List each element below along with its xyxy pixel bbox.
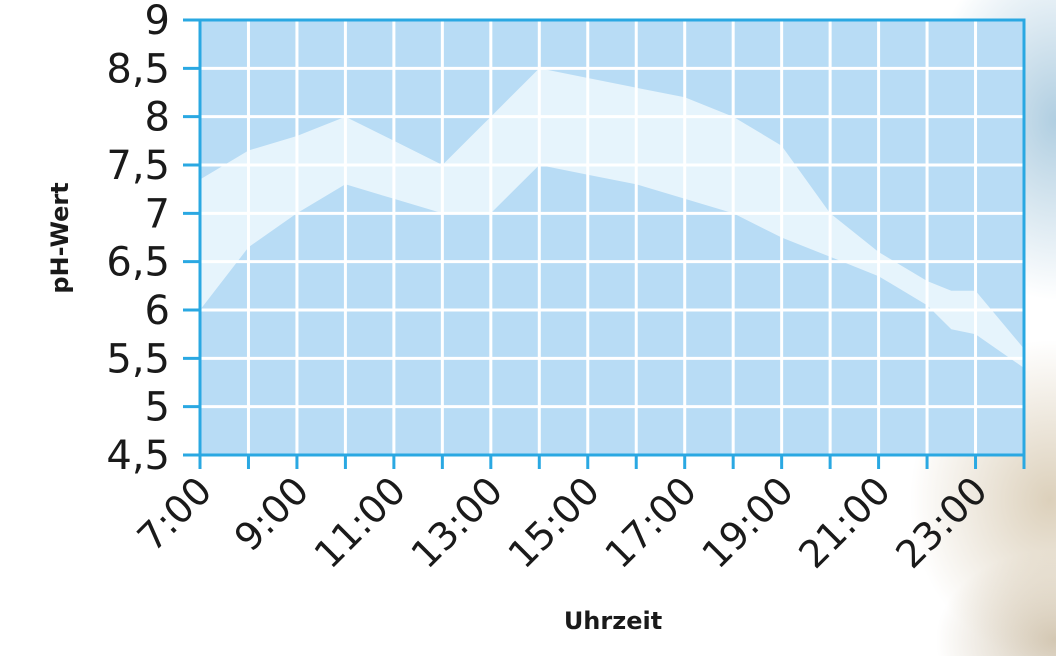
y-tick-label: 6 — [145, 288, 170, 334]
x-tick-label: 7:00 — [129, 468, 220, 559]
y-tick-label: 7 — [145, 191, 170, 237]
x-tick-label: 9:00 — [226, 468, 317, 559]
x-axis-title: Uhrzeit — [564, 607, 662, 635]
y-tick-label: 4,5 — [106, 433, 170, 479]
y-tick-label: 9 — [145, 0, 170, 44]
x-tick-label: 11:00 — [306, 468, 415, 577]
x-tick-label: 23:00 — [887, 468, 996, 577]
x-tick-label: 21:00 — [790, 468, 899, 577]
x-tick-label: 15:00 — [500, 468, 609, 577]
plot-frame — [198, 18, 1026, 457]
x-axis: 7:00 9:0011:0013:0015:0017:0019:0021:0023… — [129, 455, 1026, 577]
y-tick-label: 5,5 — [106, 336, 170, 382]
y-tick-label: 8 — [145, 95, 170, 141]
y-tick-label: 8,5 — [106, 46, 170, 92]
grid-lines — [200, 20, 1024, 455]
x-tick-label: 17:00 — [597, 468, 706, 577]
x-tick-label: 13:00 — [403, 468, 512, 577]
y-tick-label: 6,5 — [106, 240, 170, 286]
x-tick-label: 19:00 — [693, 468, 802, 577]
y-tick-label: 5 — [145, 385, 170, 431]
y-axis-title: pH-Wert — [46, 182, 74, 293]
y-tick-label: 7,5 — [106, 143, 170, 189]
y-axis: 4,555,566,577,588,59 — [106, 0, 200, 479]
ph-range-band — [200, 68, 1024, 369]
